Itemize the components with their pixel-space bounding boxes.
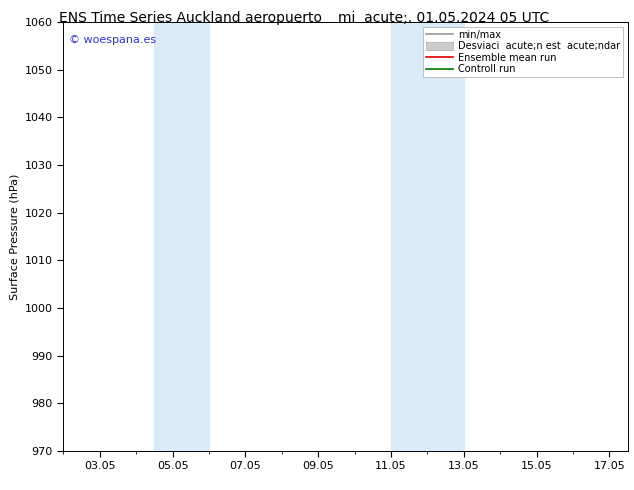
Text: ENS Time Series Auckland aeropuerto: ENS Time Series Auckland aeropuerto [59,11,321,25]
Text: © woespana.es: © woespana.es [69,35,156,45]
Bar [391,22,464,451]
Text: mi  acute;. 01.05.2024 05 UTC: mi acute;. 01.05.2024 05 UTC [338,11,550,25]
Bar [155,22,209,451]
Y-axis label: Surface Pressure (hPa): Surface Pressure (hPa) [10,173,19,299]
Legend: min/max, Desviaci  acute;n est  acute;ndar, Ensemble mean run, Controll run: min/max, Desviaci acute;n est acute;ndar… [423,27,623,77]
